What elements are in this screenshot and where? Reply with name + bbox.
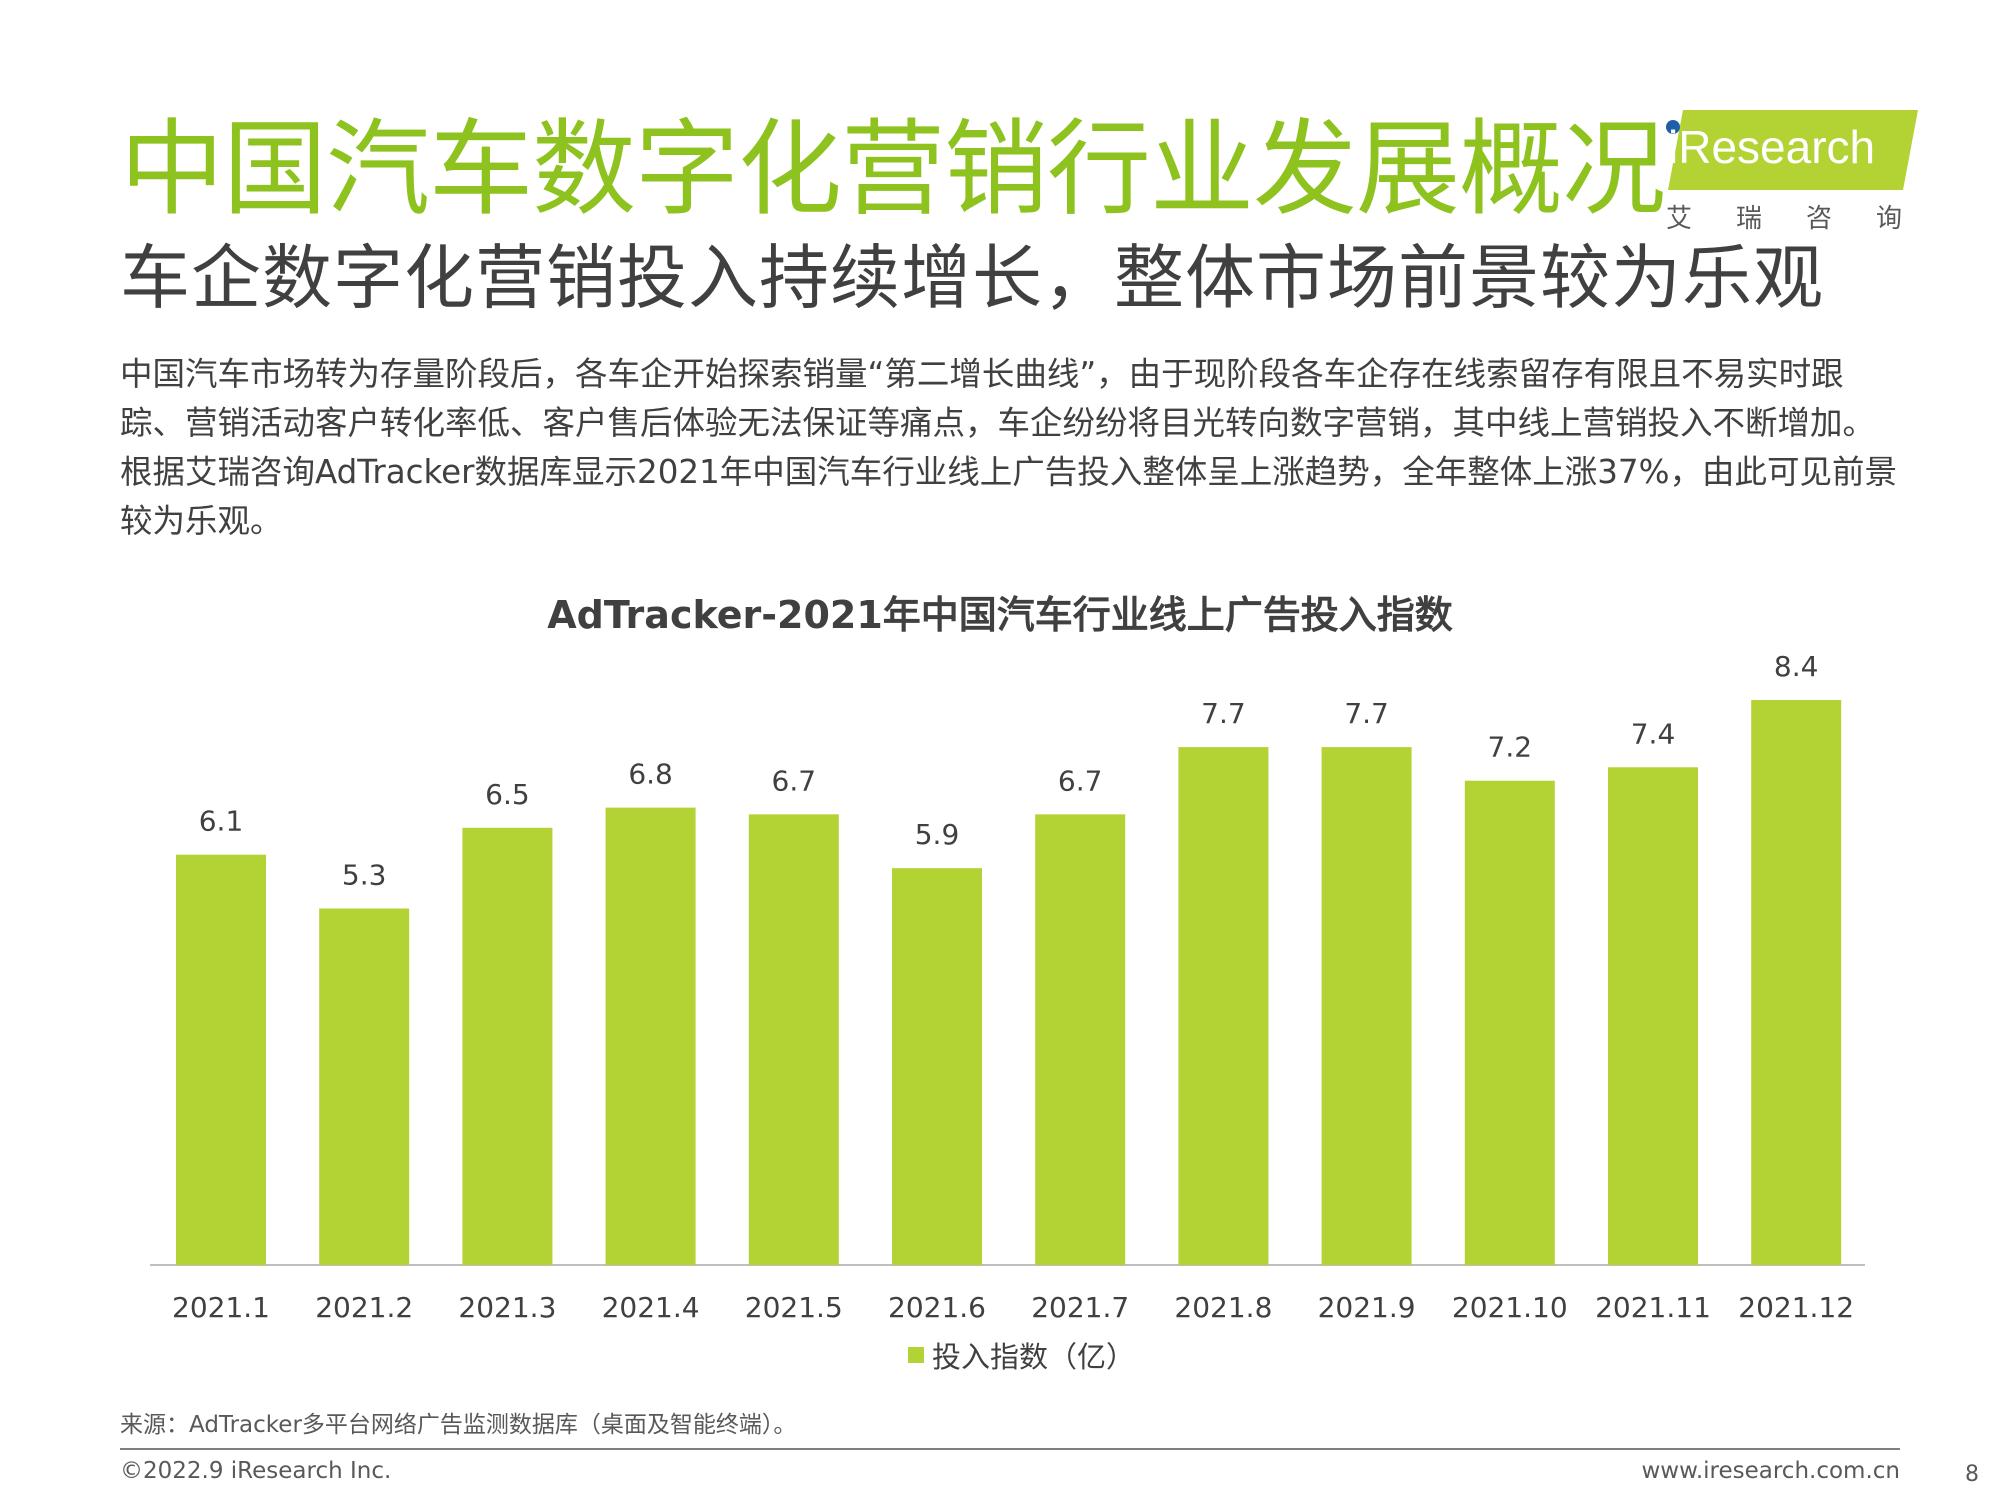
data-label-2021.12: 8.4 bbox=[1774, 650, 1819, 683]
bar-2021.6 bbox=[892, 868, 982, 1265]
bar-2021.3 bbox=[462, 827, 553, 1265]
x-tick-label-2021.11: 2021.11 bbox=[1595, 1291, 1711, 1324]
data-label-2021.9: 7.7 bbox=[1344, 697, 1389, 730]
bar-2021.2 bbox=[319, 908, 410, 1265]
page-subtitle: 车企数字化营销投入持续增长，整体市场前景较为乐观 bbox=[120, 237, 1824, 319]
chart-title: AdTracker-2021年中国汽车行业线上广告投入指数 bbox=[547, 593, 1453, 637]
copyright: ©2022.9 iResearch Inc. bbox=[120, 1458, 392, 1484]
data-label-2021.10: 7.2 bbox=[1488, 731, 1533, 764]
bar-2021.1 bbox=[176, 854, 266, 1265]
x-tick-label-2021.10: 2021.10 bbox=[1452, 1291, 1568, 1324]
data-label-2021.2: 5.3 bbox=[342, 859, 387, 892]
x-tick-label-2021.1: 2021.1 bbox=[172, 1291, 270, 1324]
page-number: 8 bbox=[1965, 1462, 1979, 1487]
data-label-2021.4: 6.8 bbox=[628, 758, 673, 791]
data-label-2021.8: 7.7 bbox=[1201, 697, 1246, 730]
legend-label: 投入指数（亿） bbox=[932, 1340, 1136, 1374]
chart-legend: 投入指数（亿） bbox=[908, 1335, 1135, 1375]
intro-paragraph: 中国汽车市场转为存量阶段后，各车企开始探索销量“第二增长曲线”，由于现阶段各车企… bbox=[120, 355, 1897, 540]
page-title: 中国汽车数字化营销行业发展概况 bbox=[120, 108, 1666, 230]
data-label-2021.5: 6.7 bbox=[772, 764, 817, 797]
data-label-2021.3: 6.5 bbox=[485, 778, 530, 811]
bar-2021.10 bbox=[1464, 780, 1555, 1265]
x-tick-label-2021.8: 2021.8 bbox=[1174, 1291, 1272, 1324]
website-link[interactable]: www.iresearch.com.cn bbox=[1641, 1458, 1901, 1484]
logo-wordmark: iResearch bbox=[1668, 121, 1876, 173]
x-tick-label-2021.5: 2021.5 bbox=[745, 1291, 843, 1324]
x-tick-label-2021.7: 2021.7 bbox=[1031, 1291, 1129, 1324]
logo-badge-icon bbox=[1668, 110, 1918, 190]
data-label-2021.6: 5.9 bbox=[915, 818, 960, 851]
bar-2021.4 bbox=[605, 807, 696, 1265]
bar-2021.11 bbox=[1608, 767, 1698, 1265]
x-tick-label-2021.12: 2021.12 bbox=[1738, 1291, 1854, 1324]
bar-2021.12 bbox=[1751, 700, 1842, 1265]
iresearch-logo: iResearch 艾瑞咨询 bbox=[1652, 104, 1922, 234]
bar-2021.5 bbox=[748, 814, 839, 1265]
x-tick-label-2021.2: 2021.2 bbox=[315, 1291, 413, 1324]
x-tick-label-2021.3: 2021.3 bbox=[458, 1291, 556, 1324]
footer-divider bbox=[120, 1448, 1900, 1450]
data-label-2021.7: 6.7 bbox=[1058, 764, 1103, 797]
data-label-2021.11: 7.4 bbox=[1631, 717, 1676, 750]
bar-2021.7 bbox=[1035, 814, 1126, 1265]
x-tick-label-2021.9: 2021.9 bbox=[1318, 1291, 1416, 1324]
x-tick-label-2021.4: 2021.4 bbox=[602, 1291, 700, 1324]
logo-dot-icon bbox=[1666, 120, 1680, 134]
logo-cn-name: 艾瑞咨询 bbox=[1666, 204, 1947, 234]
legend-swatch bbox=[908, 1347, 924, 1363]
data-label-2021.1: 6.1 bbox=[199, 805, 244, 838]
source-note: 来源：AdTracker多平台网络广告监测数据库（桌面及智能终端）。 bbox=[120, 1412, 797, 1438]
x-tick-label-2021.6: 2021.6 bbox=[888, 1291, 986, 1324]
bar-2021.9 bbox=[1321, 747, 1412, 1265]
bar-2021.8 bbox=[1178, 747, 1269, 1265]
